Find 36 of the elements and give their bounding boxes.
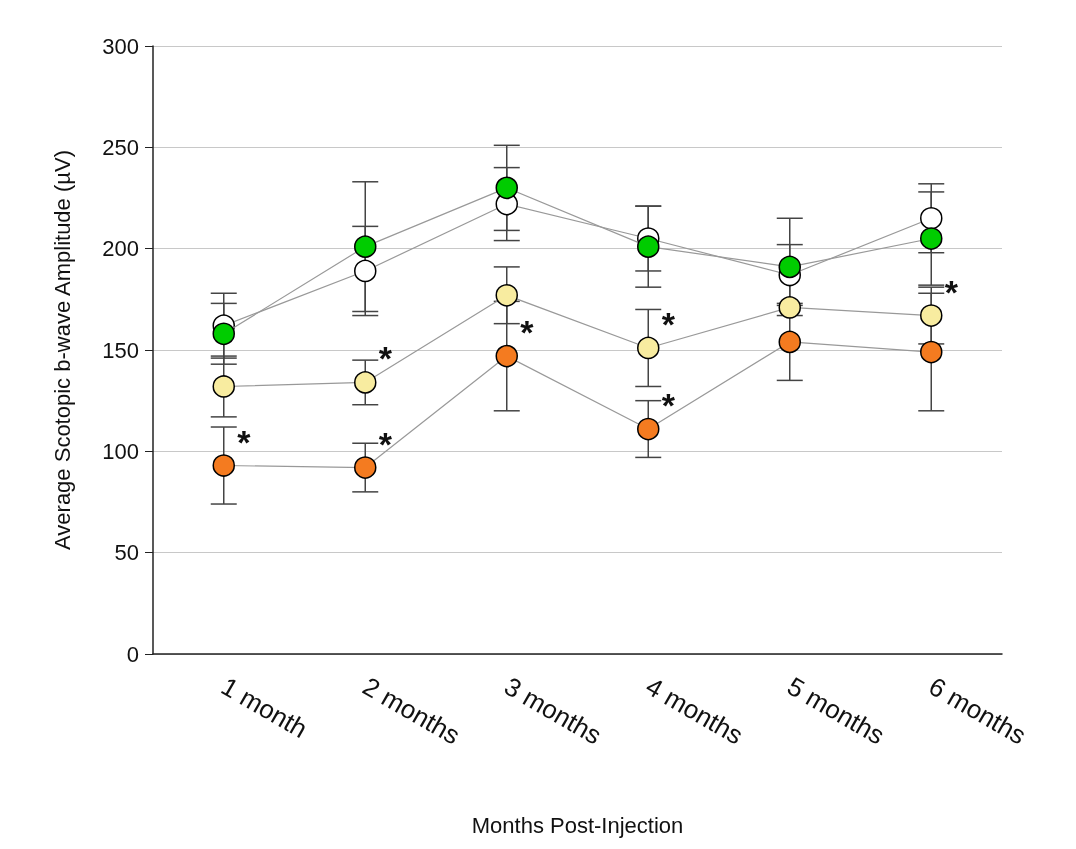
y-tick-label: 150 <box>102 337 139 363</box>
annotation: * <box>237 422 252 461</box>
point <box>354 259 377 283</box>
point <box>495 344 518 368</box>
point <box>637 336 660 360</box>
annotation: * <box>378 339 393 378</box>
y-tick-label: 0 <box>126 641 139 667</box>
point <box>920 207 943 230</box>
point <box>637 417 660 441</box>
annotation: * <box>378 424 393 463</box>
point <box>920 304 943 327</box>
point <box>212 322 235 346</box>
x-axis-title: Months Post-Injection <box>471 812 684 838</box>
point <box>920 340 943 364</box>
point <box>354 371 377 394</box>
point <box>778 296 801 319</box>
point <box>212 375 235 398</box>
point <box>212 454 235 477</box>
point <box>495 176 518 200</box>
point <box>495 284 518 307</box>
annotation: * <box>661 386 676 425</box>
point <box>354 456 377 479</box>
y-tick-label: 100 <box>102 438 139 464</box>
y-tick-label: 300 <box>102 33 139 59</box>
y-tick-label: 50 <box>114 540 139 566</box>
annotation: * <box>520 313 535 352</box>
point <box>778 330 801 354</box>
y-tick-label: 250 <box>102 134 139 160</box>
y-tick-label: 200 <box>102 236 139 262</box>
point <box>920 227 943 250</box>
annotation: * <box>944 272 959 311</box>
point <box>637 235 660 258</box>
point <box>778 255 801 279</box>
y-axis-title: Average Scotopic b-wave Amplitude (µV) <box>49 150 75 550</box>
annotation: * <box>661 304 676 343</box>
point <box>354 235 377 258</box>
